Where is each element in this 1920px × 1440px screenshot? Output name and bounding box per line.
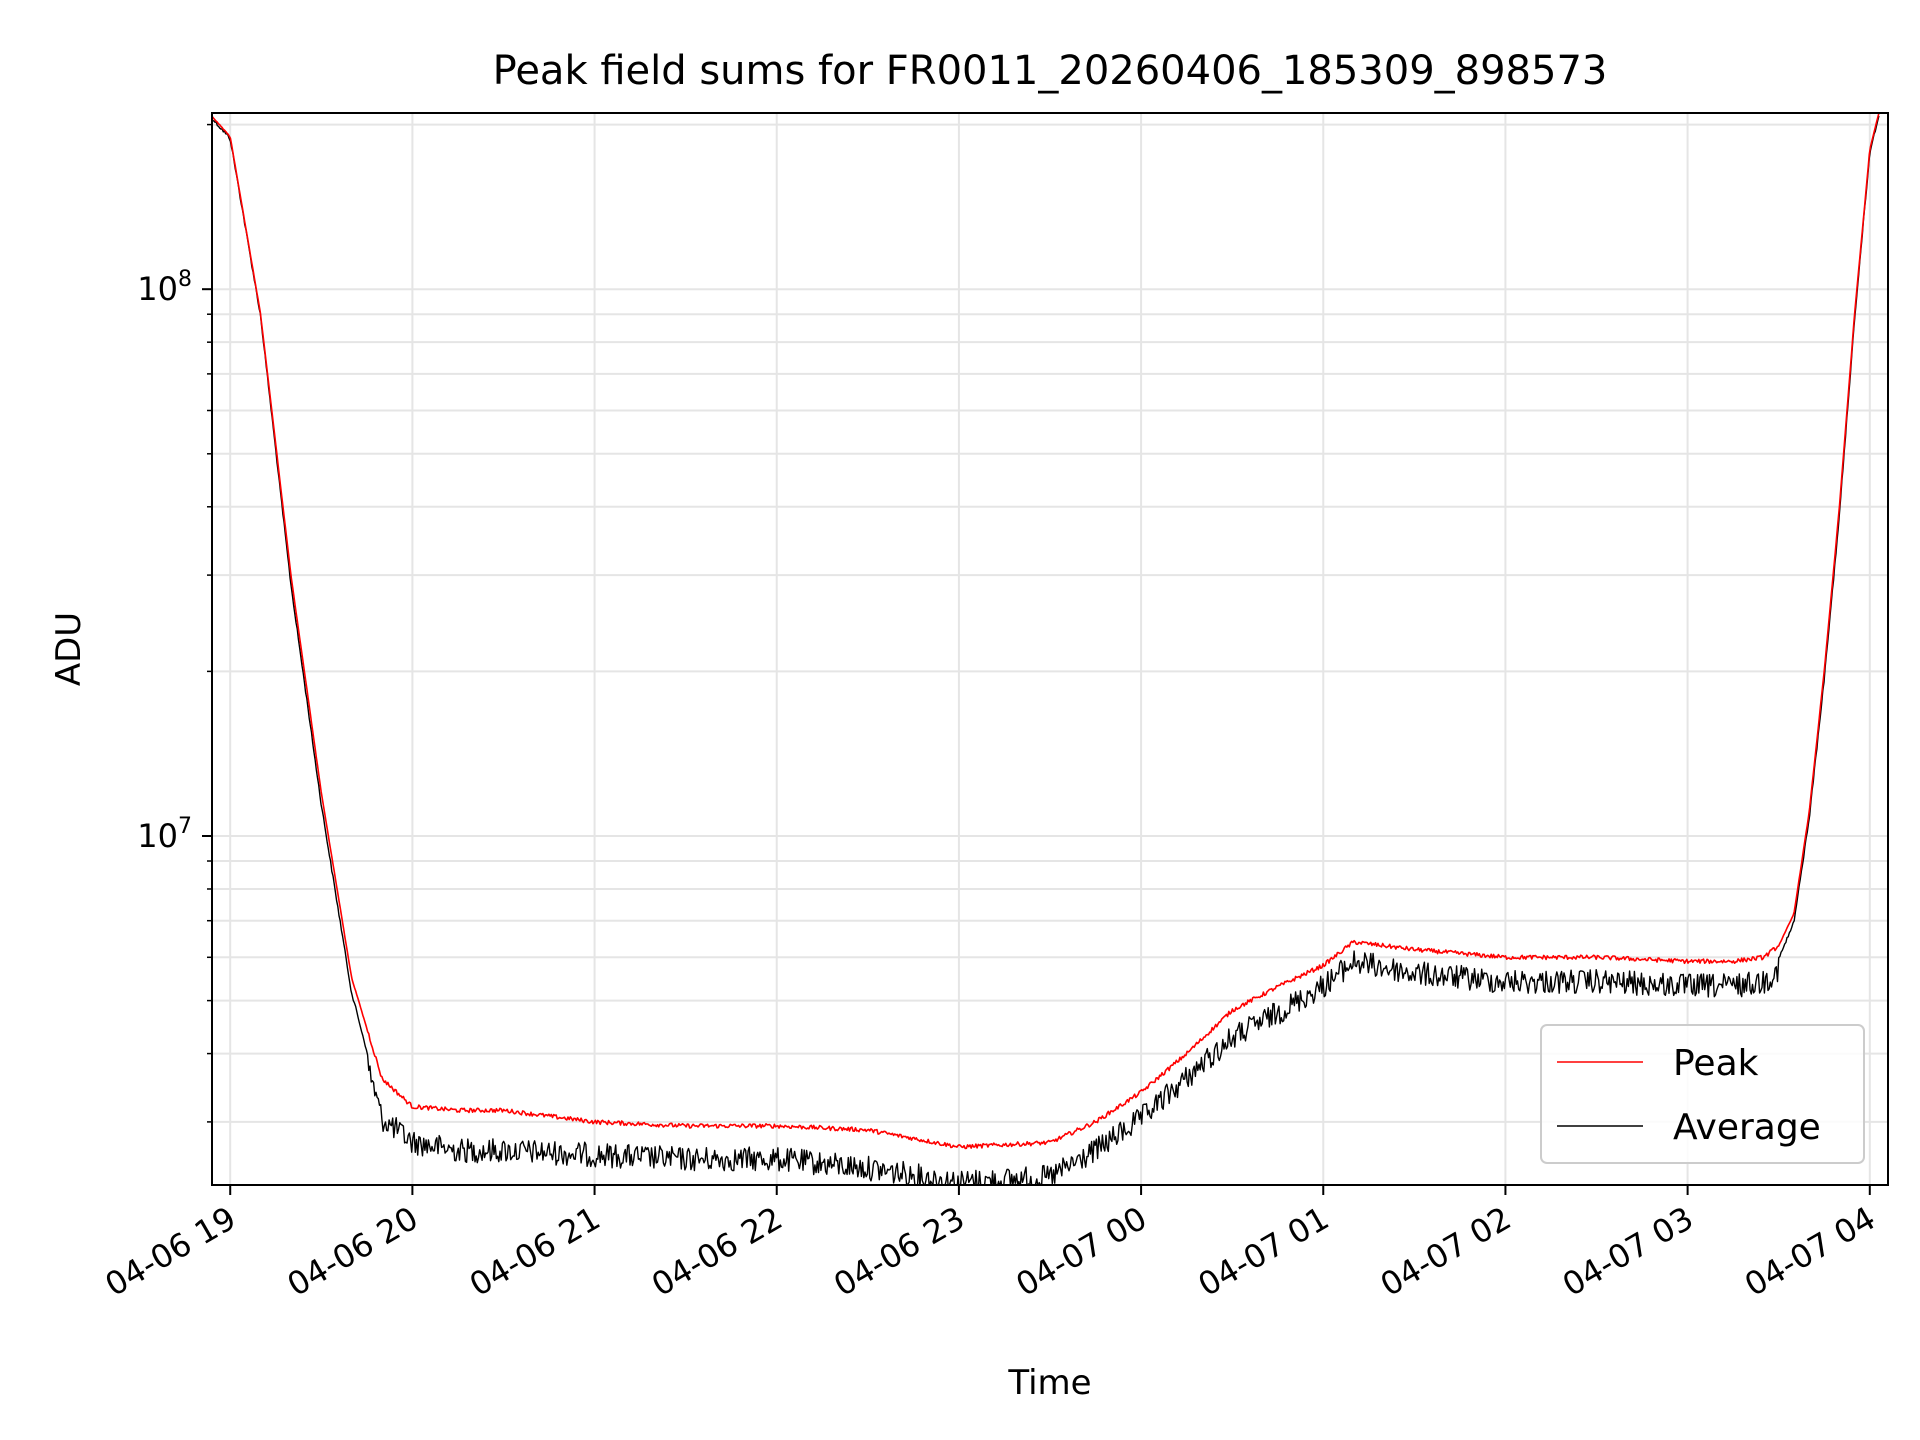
- legend: Peak Average: [1540, 1024, 1865, 1164]
- x-axis-label: Time: [1007, 1363, 1091, 1403]
- legend-average-label: Average: [1673, 1107, 1821, 1148]
- legend-peak-label: Peak: [1673, 1043, 1759, 1084]
- y-tick-label: 108: [137, 267, 192, 308]
- y-axis-label: ADU: [49, 612, 89, 686]
- chart-title: Peak field sums for FR0011_20260406_1853…: [493, 48, 1608, 94]
- legend-box: [1540, 1024, 1865, 1164]
- y-tick-label: 107: [137, 814, 192, 855]
- series-layer: [212, 113, 1880, 1185]
- y-axis-ticks: 107 108: [137, 123, 212, 1123]
- plot-frame: [211, 112, 1889, 1186]
- series-line-peak: [212, 113, 1880, 1150]
- series-line-average: [212, 115, 1880, 1185]
